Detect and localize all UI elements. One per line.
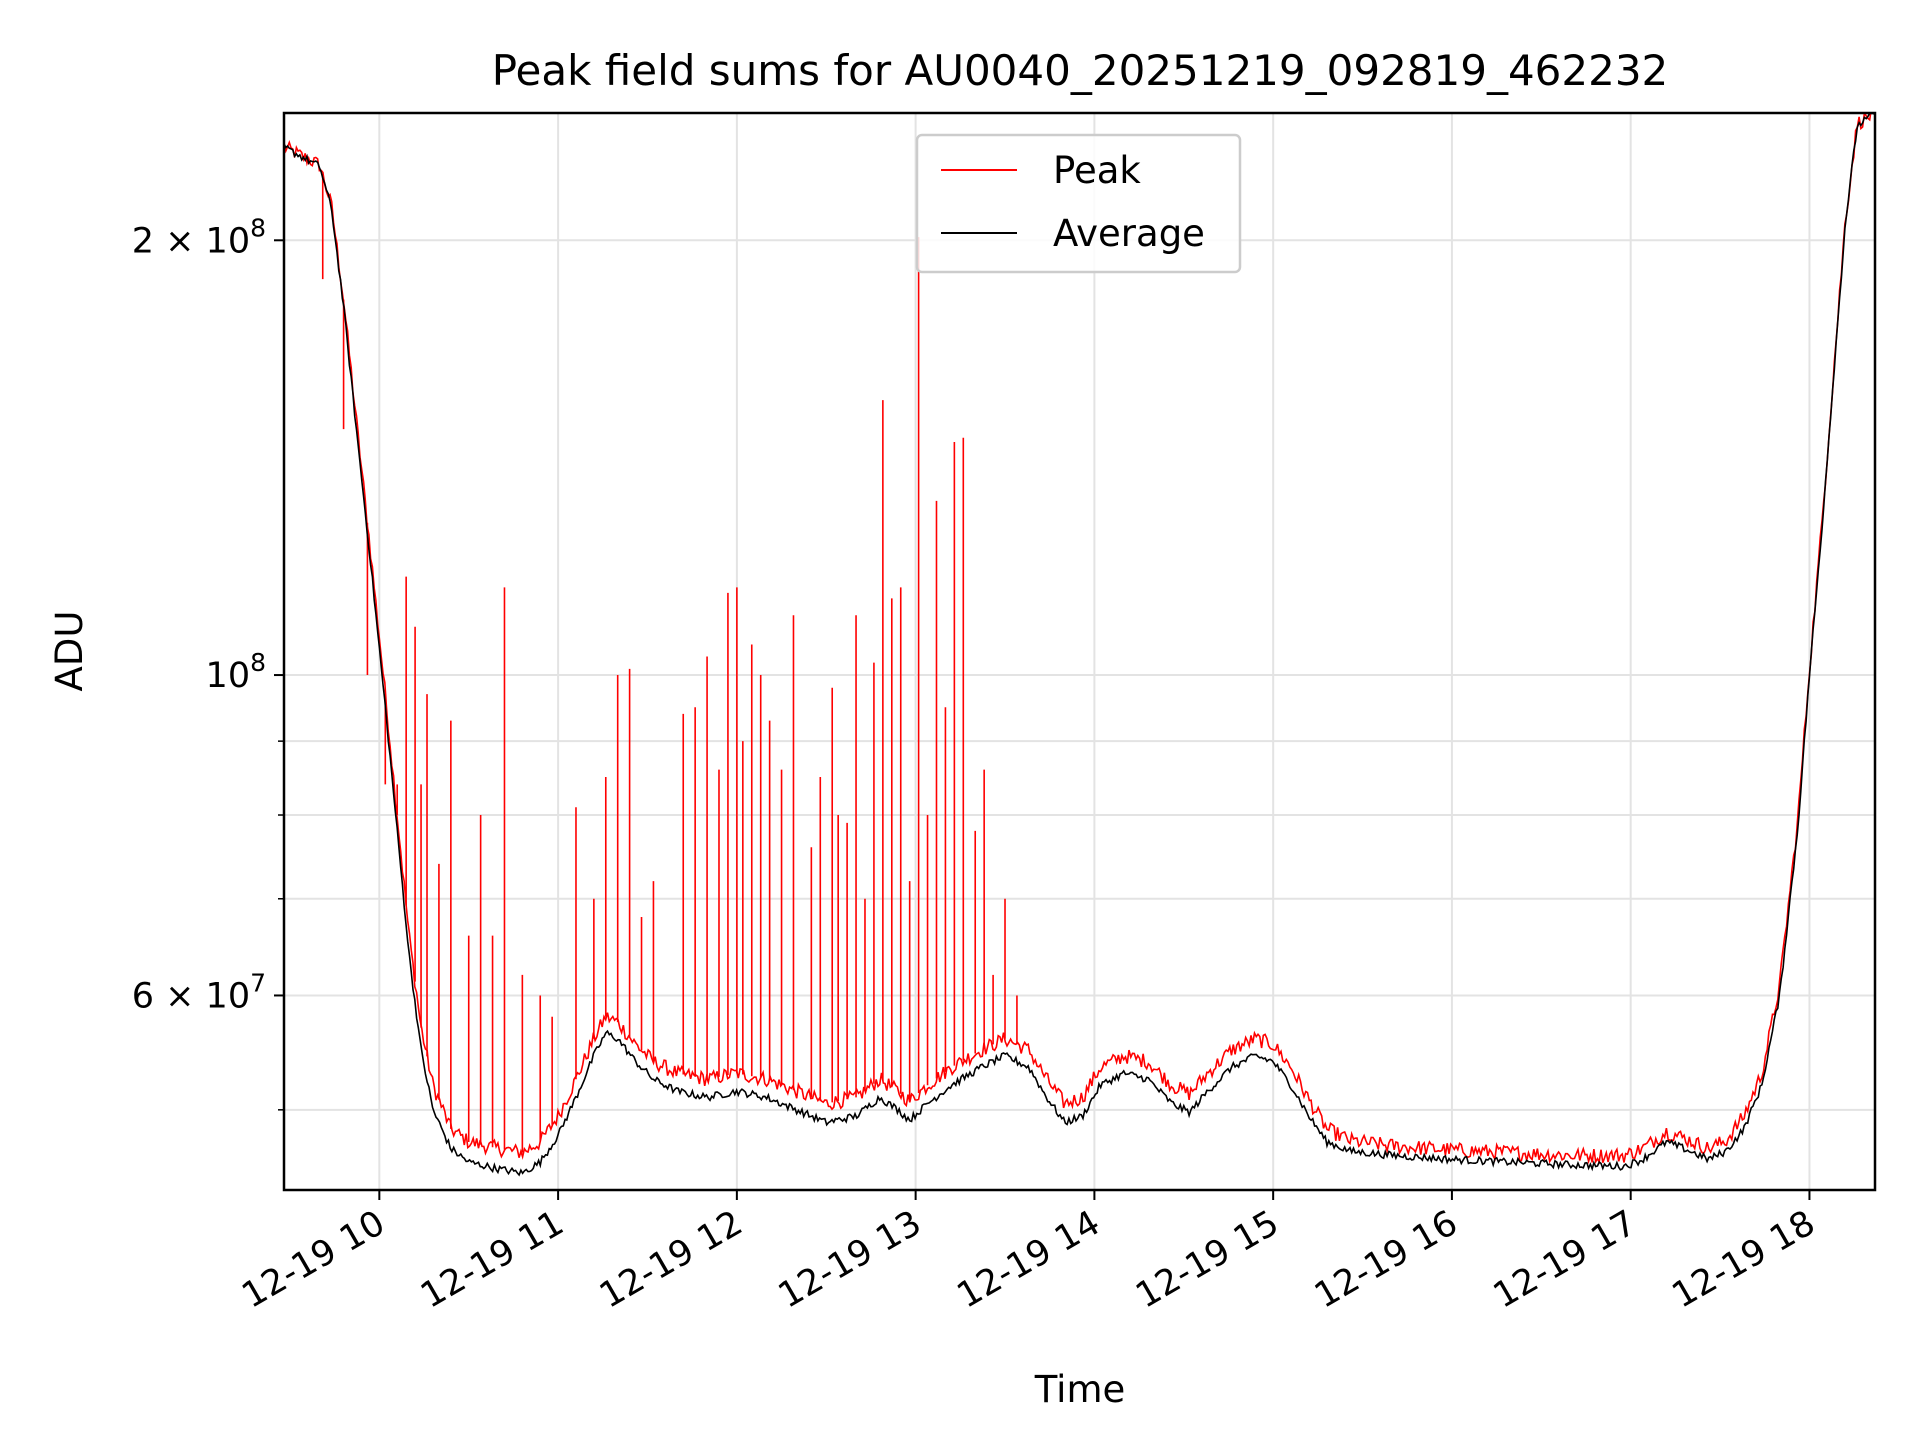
average-line [284, 113, 1875, 1177]
y-tick-exponent: 8 [250, 213, 266, 242]
x-axis-ticks: 12-19 10 12-19 11 12-19 12 12-19 13 12-19 14… [236, 1190, 1822, 1316]
legend: Peak Average [915, 133, 1242, 274]
y-tick-base: 2 × 10 [132, 221, 250, 261]
y-tick-label: 2 × 108 [132, 213, 266, 261]
x-axis-label: Time [1034, 1368, 1126, 1411]
chart-title: Peak field sums for AU0040_20251219_0928… [492, 46, 1669, 95]
x-tick-label: 12-19 17 [1487, 1203, 1643, 1316]
y-tick-label: 108 [206, 648, 266, 696]
x-tick-label: 12-19 16 [1308, 1203, 1464, 1316]
series-average [284, 113, 1875, 1177]
legend-average-label: Average [1053, 212, 1205, 255]
y-tick-label: 6 × 107 [132, 968, 266, 1016]
x-tick-label: 12-19 18 [1666, 1203, 1822, 1316]
plot-area-frame [282, 111, 1877, 1192]
grid [284, 113, 1875, 1190]
peak-line [284, 113, 1872, 1165]
legend-peak-label: Peak [1053, 149, 1141, 192]
x-tick-label: 12-19 10 [236, 1203, 392, 1316]
y-tick-base: 6 × 10 [132, 976, 250, 1016]
x-tick-label: 12-19 11 [414, 1203, 570, 1316]
y-tick-exponent: 7 [250, 968, 266, 997]
y-tick-exponent: 8 [250, 648, 266, 677]
x-tick-label: 12-19 12 [593, 1203, 749, 1316]
y-axis-label: ADU [48, 611, 91, 692]
x-tick-label: 12-19 15 [1129, 1203, 1285, 1316]
series-layer [284, 113, 1875, 1177]
series-peak [284, 113, 1872, 1165]
y-tick-base: 10 [206, 656, 251, 696]
x-tick-label: 12-19 14 [951, 1203, 1107, 1316]
x-tick-label: 12-19 13 [772, 1203, 928, 1316]
